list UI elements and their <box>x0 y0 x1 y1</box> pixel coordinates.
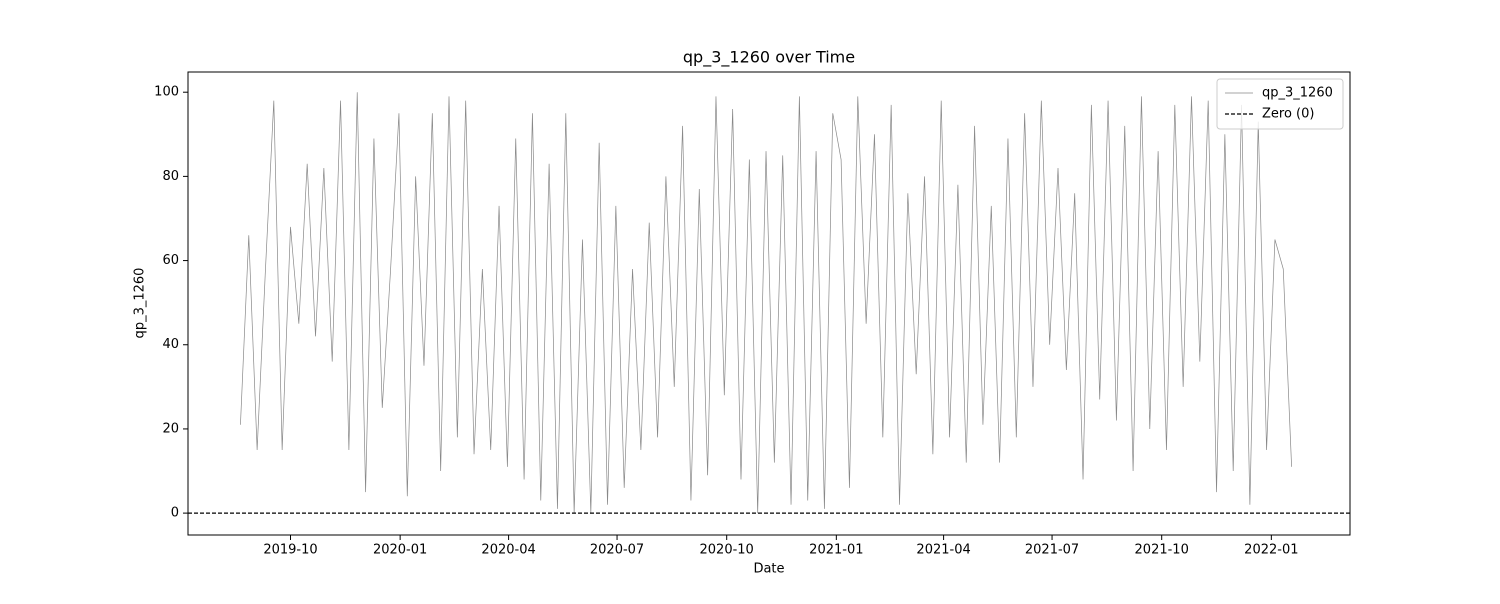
x-tick-label: 2021-04 <box>916 543 970 558</box>
x-tick-label: 2020-10 <box>700 543 754 558</box>
x-tick-label: 2021-01 <box>809 543 863 558</box>
data-line <box>240 92 1292 514</box>
y-axis-label: qp_3_1260 <box>133 268 148 339</box>
y-tick-label: 60 <box>162 253 179 268</box>
x-tick-label: 2020-04 <box>481 543 535 558</box>
x-tick-label: 2019-10 <box>263 543 317 558</box>
legend-label: Zero (0) <box>1262 107 1314 122</box>
y-tick-label: 80 <box>162 169 179 184</box>
x-tick-label: 2020-07 <box>590 543 644 558</box>
plot-frame <box>187 71 1351 536</box>
chart-title: qp_3_1260 over Time <box>683 48 855 68</box>
x-axis-label: Date <box>753 562 784 577</box>
y-tick-label: 40 <box>162 337 179 352</box>
x-tick-label: 2021-07 <box>1025 543 1079 558</box>
x-tick-label: 2020-01 <box>373 543 427 558</box>
y-tick-label: 100 <box>154 85 179 100</box>
x-tick-label: 2022-01 <box>1244 543 1298 558</box>
legend-box <box>1216 78 1344 130</box>
y-tick-label: 20 <box>162 421 179 436</box>
x-tick-label: 2021-10 <box>1135 543 1189 558</box>
y-tick-label: 0 <box>171 506 179 521</box>
legend-label: qp_3_1260 <box>1262 86 1333 101</box>
